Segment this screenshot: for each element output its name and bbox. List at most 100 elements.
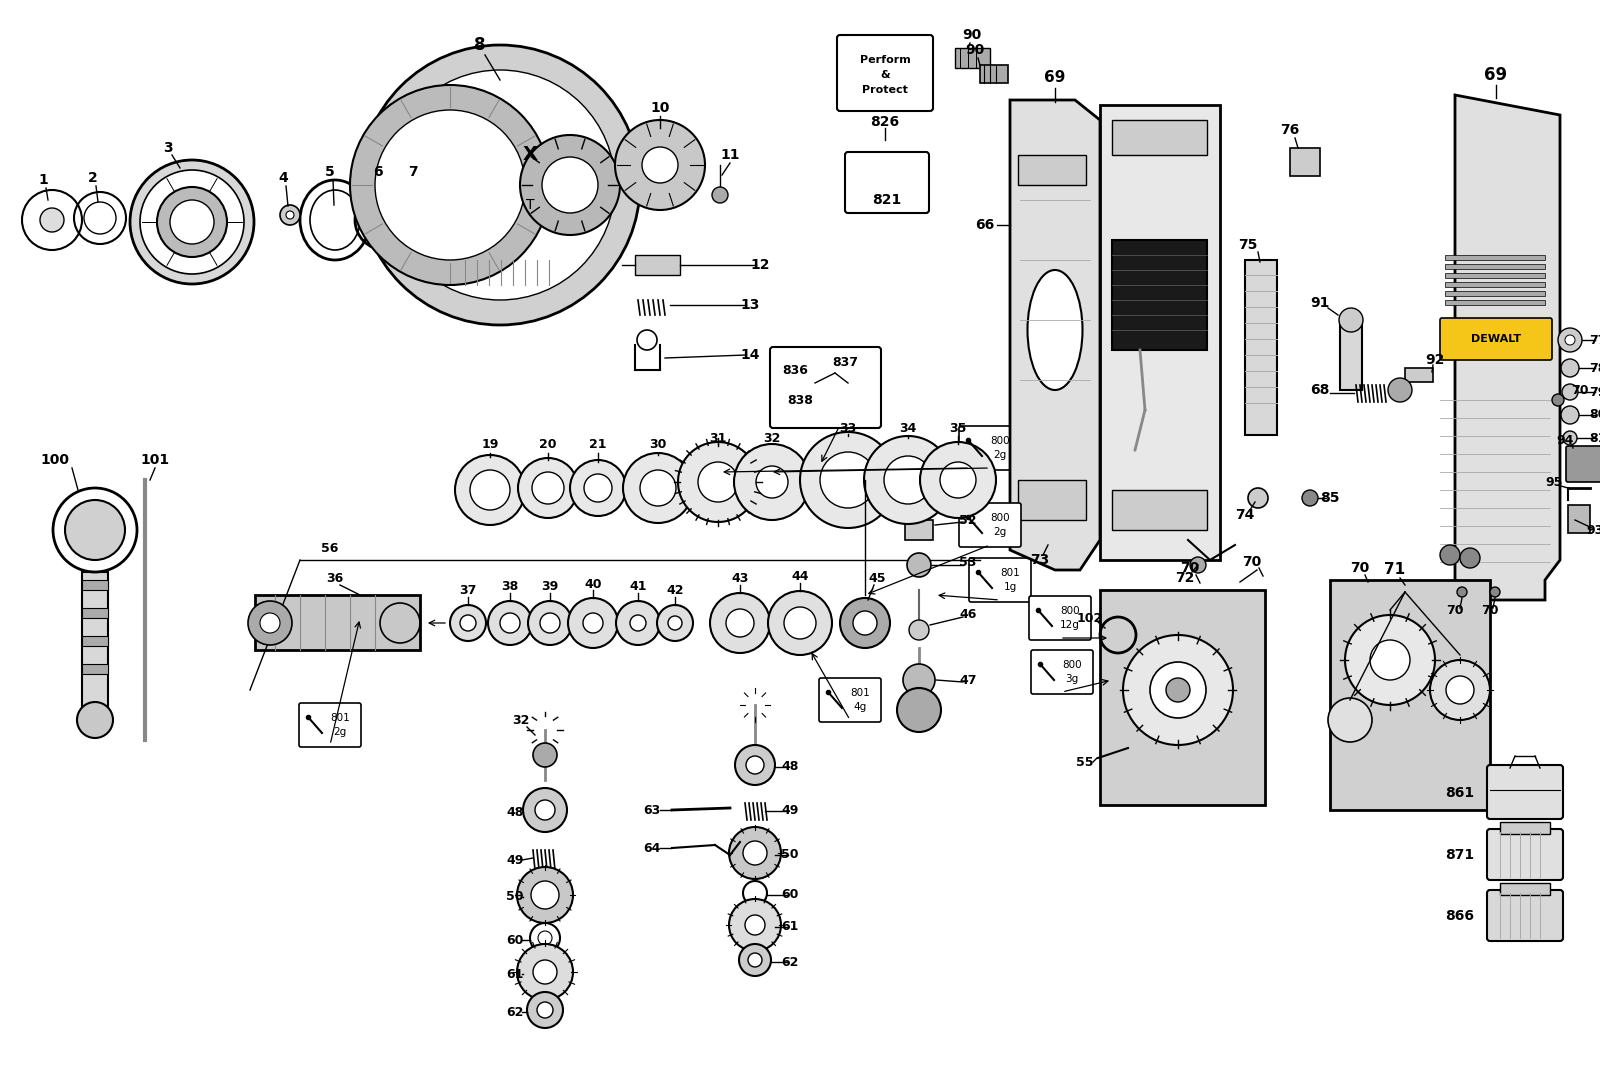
Circle shape xyxy=(541,613,560,633)
Text: 6: 6 xyxy=(373,165,382,179)
Text: 64: 64 xyxy=(643,842,661,855)
Bar xyxy=(461,258,560,288)
Circle shape xyxy=(734,444,810,520)
Bar xyxy=(979,66,1008,83)
Circle shape xyxy=(366,202,403,238)
Circle shape xyxy=(712,187,728,203)
Circle shape xyxy=(461,615,477,631)
Text: 41: 41 xyxy=(629,581,646,593)
Text: 62: 62 xyxy=(506,1006,523,1019)
Text: 3: 3 xyxy=(163,141,173,155)
Circle shape xyxy=(533,960,557,984)
FancyBboxPatch shape xyxy=(958,503,1021,547)
Circle shape xyxy=(450,605,486,641)
Text: 2: 2 xyxy=(88,171,98,185)
Bar xyxy=(1112,120,1206,155)
Circle shape xyxy=(1328,698,1373,741)
Text: 39: 39 xyxy=(541,581,558,593)
Circle shape xyxy=(374,110,525,260)
Bar xyxy=(1445,264,1546,269)
Text: 800: 800 xyxy=(990,513,1010,523)
Bar xyxy=(1101,105,1221,560)
Text: 74: 74 xyxy=(1235,508,1254,522)
Circle shape xyxy=(488,601,531,645)
Text: 60: 60 xyxy=(781,889,798,902)
Circle shape xyxy=(616,601,661,645)
Text: 79: 79 xyxy=(1589,385,1600,399)
Circle shape xyxy=(518,458,578,518)
Circle shape xyxy=(520,135,621,235)
Text: 52: 52 xyxy=(960,513,976,526)
Bar xyxy=(82,636,109,646)
Text: 34: 34 xyxy=(899,422,917,435)
Circle shape xyxy=(499,613,520,633)
Circle shape xyxy=(1123,636,1234,745)
Bar xyxy=(1445,282,1546,287)
Text: 48: 48 xyxy=(506,806,523,819)
Text: 49: 49 xyxy=(506,854,523,866)
FancyBboxPatch shape xyxy=(1566,446,1600,482)
Circle shape xyxy=(669,616,682,630)
Circle shape xyxy=(1552,394,1565,406)
Circle shape xyxy=(83,202,115,234)
Circle shape xyxy=(534,800,555,820)
Text: 95: 95 xyxy=(1546,476,1563,489)
Circle shape xyxy=(582,613,603,633)
Circle shape xyxy=(749,953,762,968)
Circle shape xyxy=(157,187,227,257)
Text: 73: 73 xyxy=(1030,553,1050,567)
Text: 826: 826 xyxy=(870,115,899,129)
Circle shape xyxy=(523,788,566,832)
Text: 93: 93 xyxy=(1586,523,1600,536)
Circle shape xyxy=(350,85,550,285)
Text: T: T xyxy=(526,198,534,212)
Circle shape xyxy=(1190,557,1206,573)
Circle shape xyxy=(1302,490,1318,506)
Text: 71: 71 xyxy=(1384,562,1405,578)
Text: 2g: 2g xyxy=(333,727,347,737)
Circle shape xyxy=(742,841,766,865)
Text: 91: 91 xyxy=(1310,296,1330,310)
Text: 35: 35 xyxy=(949,422,966,435)
Circle shape xyxy=(909,620,930,640)
Circle shape xyxy=(864,436,952,524)
FancyBboxPatch shape xyxy=(970,558,1030,602)
Bar xyxy=(1101,590,1266,805)
Text: 77: 77 xyxy=(1589,333,1600,346)
Text: 821: 821 xyxy=(872,193,902,207)
Circle shape xyxy=(784,607,816,639)
Text: 43: 43 xyxy=(731,572,749,585)
Text: 801: 801 xyxy=(1000,568,1019,578)
Text: 50: 50 xyxy=(506,890,523,903)
Bar xyxy=(1501,822,1550,834)
FancyBboxPatch shape xyxy=(1486,765,1563,819)
Bar xyxy=(1445,256,1546,260)
Text: 2g: 2g xyxy=(994,527,1006,537)
Text: 70: 70 xyxy=(1242,555,1262,569)
Bar xyxy=(1330,580,1490,810)
Text: 3g: 3g xyxy=(1066,674,1078,684)
Circle shape xyxy=(470,470,510,510)
Ellipse shape xyxy=(310,190,360,250)
FancyBboxPatch shape xyxy=(819,678,882,722)
Text: 80: 80 xyxy=(1589,408,1600,422)
Circle shape xyxy=(1150,662,1206,719)
Text: 85: 85 xyxy=(1320,491,1339,505)
Circle shape xyxy=(1490,587,1501,597)
Circle shape xyxy=(726,609,754,637)
Text: 33: 33 xyxy=(840,422,856,435)
Text: 101: 101 xyxy=(141,453,170,467)
Circle shape xyxy=(853,612,877,636)
Text: 800: 800 xyxy=(1062,660,1082,670)
Circle shape xyxy=(658,605,693,641)
Text: 866: 866 xyxy=(1445,909,1475,923)
Text: 800: 800 xyxy=(990,436,1010,446)
Circle shape xyxy=(77,702,114,738)
Circle shape xyxy=(800,432,896,529)
Circle shape xyxy=(403,202,435,234)
Circle shape xyxy=(454,455,525,525)
Circle shape xyxy=(678,442,758,522)
Text: 13: 13 xyxy=(741,298,760,312)
Circle shape xyxy=(1562,359,1579,377)
Text: 32: 32 xyxy=(512,713,530,726)
